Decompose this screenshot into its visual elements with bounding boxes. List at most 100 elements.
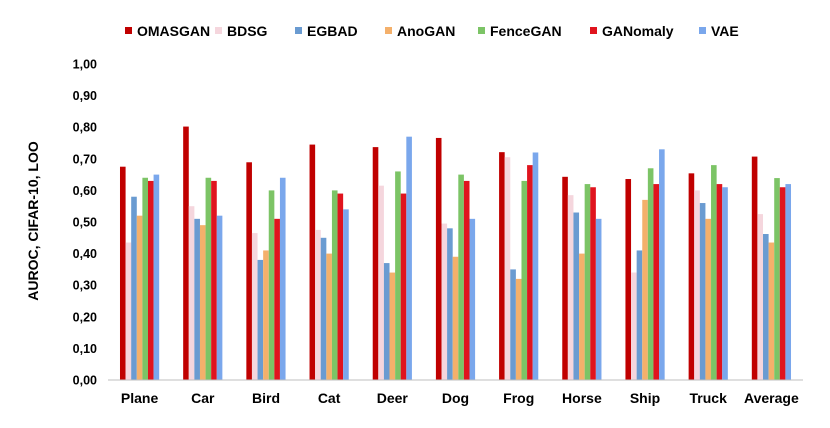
bar-ganomaly-dog bbox=[463, 180, 470, 380]
legend-swatch-fencegan bbox=[478, 27, 485, 34]
bar-omasgan-cat bbox=[309, 144, 316, 380]
y-tick-label: 0,50 bbox=[73, 216, 97, 230]
bar-vae-bird bbox=[279, 177, 286, 380]
y-tick-label: 0,30 bbox=[73, 279, 97, 293]
bar-fencegan-horse bbox=[584, 184, 591, 380]
bar-anogan-dog bbox=[452, 256, 459, 380]
bar-vae-cat bbox=[343, 209, 349, 380]
bar-vae-horse bbox=[595, 218, 602, 380]
legend-label-omasgan: OMASGAN bbox=[137, 23, 210, 39]
bar-fencegan-plane bbox=[142, 177, 148, 380]
x-tick-label-ship: Ship bbox=[630, 390, 660, 406]
y-tick-label: 0,20 bbox=[73, 310, 97, 324]
bar-omasgan-horse bbox=[562, 176, 568, 380]
bar-anogan-deer bbox=[389, 272, 396, 380]
bar-egbad-truck bbox=[699, 203, 706, 380]
bar-ganomaly-cat bbox=[337, 193, 344, 380]
y-axis: 0,00 0,10 0,20 0,30 0,40 0,50 0,60 0,70 0,80 0,90… bbox=[73, 58, 97, 388]
legend-swatch-ganomaly bbox=[590, 27, 597, 34]
x-axis: Plane Car Bird Cat Deer Dog Frog Horse Ship Truck… bbox=[108, 379, 803, 406]
bar-ganomaly-truck bbox=[716, 184, 723, 380]
bars bbox=[119, 126, 792, 380]
x-tick-label-dog: Dog bbox=[442, 390, 469, 406]
y-tick-label: 0,90 bbox=[73, 89, 97, 103]
bar-anogan-frog bbox=[515, 278, 522, 380]
bar-anogan-cat bbox=[326, 253, 332, 380]
bar-bdsg-average bbox=[757, 214, 764, 380]
bar-anogan-ship bbox=[642, 199, 648, 380]
bar-vae-average bbox=[785, 184, 792, 380]
bar-omasgan-dog bbox=[435, 137, 442, 380]
bar-fencegan-truck bbox=[711, 165, 717, 380]
y-tick-label: 0,40 bbox=[73, 247, 97, 261]
x-tick-label-bird: Bird bbox=[252, 390, 280, 406]
bar-ganomaly-frog bbox=[527, 165, 533, 380]
bar-anogan-truck bbox=[705, 218, 712, 380]
x-tick-label-deer: Deer bbox=[377, 390, 409, 406]
y-tick-label: 0,60 bbox=[73, 184, 97, 198]
bar-egbad-car bbox=[194, 218, 200, 380]
bar-vae-frog bbox=[532, 152, 539, 380]
bar-fencegan-average bbox=[774, 178, 780, 380]
bar-bdsg-truck bbox=[694, 190, 700, 380]
bar-egbad-average bbox=[763, 234, 769, 380]
bar-bdsg-horse bbox=[567, 195, 574, 380]
y-tick-label: 0,70 bbox=[73, 152, 97, 166]
bar-ganomaly-plane bbox=[147, 180, 154, 380]
x-tick-label-cat: Cat bbox=[318, 390, 341, 406]
bar-anogan-plane bbox=[136, 215, 143, 380]
bar-omasgan-plane bbox=[119, 166, 126, 380]
bar-bdsg-cat bbox=[315, 229, 321, 380]
bar-bdsg-deer bbox=[378, 185, 384, 380]
bar-egbad-ship bbox=[636, 250, 643, 380]
bar-egbad-dog bbox=[447, 228, 453, 380]
legend-label-vae: VAE bbox=[711, 23, 739, 39]
x-tick-label-horse: Horse bbox=[562, 390, 602, 406]
bar-fencegan-deer bbox=[395, 171, 401, 380]
bar-vae-ship bbox=[659, 149, 665, 380]
legend: OMASGAN BDSG EGBAD AnoGAN FenceGAN GANomaly VA… bbox=[125, 23, 739, 39]
bar-egbad-plane bbox=[131, 196, 137, 380]
y-tick-label: 0,10 bbox=[73, 342, 97, 356]
legend-swatch-bdsg bbox=[215, 27, 222, 34]
bar-omasgan-frog bbox=[499, 152, 505, 380]
bar-omasgan-average bbox=[751, 156, 758, 380]
bar-fencegan-cat bbox=[331, 190, 338, 380]
bar-omasgan-bird bbox=[246, 162, 252, 380]
bar-fencegan-frog bbox=[521, 180, 528, 380]
bar-bdsg-dog bbox=[441, 223, 448, 380]
bar-vae-deer bbox=[406, 136, 412, 380]
bar-bdsg-car bbox=[188, 206, 195, 380]
x-tick-label-frog: Frog bbox=[503, 390, 534, 406]
bar-vae-truck bbox=[722, 187, 728, 380]
bar-fencegan-dog bbox=[458, 174, 464, 380]
legend-label-ganomaly: GANomaly bbox=[602, 23, 674, 39]
bar-egbad-frog bbox=[510, 269, 516, 380]
legend-label-fencegan: FenceGAN bbox=[490, 23, 562, 39]
legend-label-egbad: EGBAD bbox=[307, 23, 358, 39]
bar-ganomaly-bird bbox=[274, 218, 280, 380]
y-tick-label: 0,00 bbox=[73, 374, 97, 388]
legend-label-anogan: AnoGAN bbox=[397, 23, 455, 39]
bar-ganomaly-ship bbox=[653, 184, 660, 380]
bar-omasgan-deer bbox=[372, 147, 379, 380]
y-axis-title: AUROC, CIFAR-10, LOO bbox=[25, 141, 41, 301]
y-tick-label: 0,80 bbox=[73, 121, 97, 135]
legend-swatch-anogan bbox=[385, 27, 392, 34]
x-tick-label-car: Car bbox=[191, 390, 215, 406]
bar-bdsg-ship bbox=[631, 272, 637, 380]
bar-fencegan-bird bbox=[268, 190, 275, 380]
bar-anogan-horse bbox=[579, 253, 585, 380]
legend-swatch-vae bbox=[699, 27, 706, 34]
bar-vae-dog bbox=[469, 218, 476, 380]
bar-anogan-car bbox=[199, 225, 206, 380]
bar-egbad-horse bbox=[573, 212, 580, 380]
bar-anogan-average bbox=[768, 242, 775, 380]
bar-omasgan-ship bbox=[625, 179, 632, 380]
bar-ganomaly-deer bbox=[400, 193, 407, 380]
bar-omasgan-truck bbox=[688, 173, 695, 380]
bar-vae-plane bbox=[153, 174, 160, 380]
x-tick-label-plane: Plane bbox=[121, 390, 159, 406]
bar-egbad-bird bbox=[257, 259, 264, 380]
